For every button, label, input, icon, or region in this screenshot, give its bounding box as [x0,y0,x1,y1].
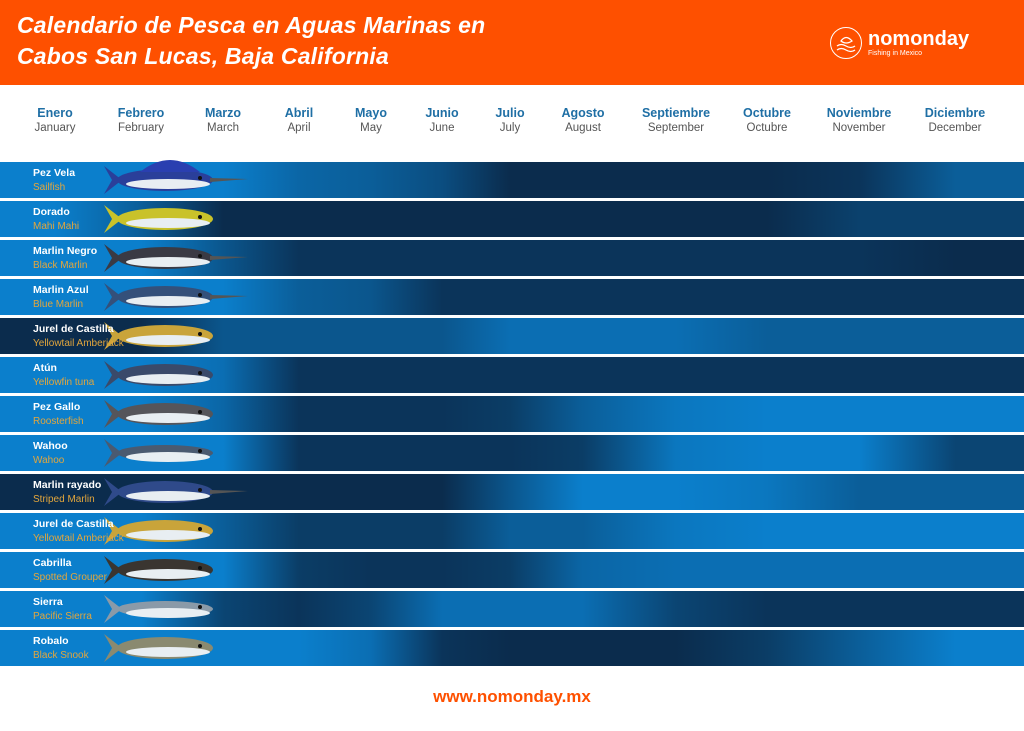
logo: nomonday Fishing in Mexico [830,27,969,59]
month-name-en: March [207,122,239,134]
species-name-en: Blue Marlin [33,299,84,310]
month-name-en: January [34,122,76,134]
species-row: Pez Vela Sailfish [0,160,1024,198]
species-name-en: Wahoo [33,455,65,466]
species-name-en: Sailfish [33,182,66,193]
species-name-es: Pez Gallo [33,401,81,413]
month-july: Julio July [495,106,524,136]
species-row: Marlin Negro Black Marlin [0,240,1024,276]
species-row: Jurel de Castilla Yellowtail Amberjack [0,513,1024,549]
species-name-es: Sierra [33,596,63,608]
month-name-en: June [429,122,455,134]
species-row: Sierra Pacific Sierra [0,591,1024,627]
species-name-en: Yellowtail Amberjack [33,338,124,349]
month-november: Noviembre November [827,106,892,136]
species-name-es: Cabrilla [33,557,72,569]
marlin-fish-icon [104,478,248,506]
month-december: Diciembre December [925,106,985,136]
tuna-fish-icon [104,361,213,389]
marlin-fish-icon [104,244,248,272]
grouper-fish-icon [104,556,213,584]
month-name-es: Mayo [355,106,387,120]
month-january: Enero January [35,106,76,136]
page-title: Calendario de Pesca en Aguas Marinas en … [17,10,485,72]
month-name-en: Octubre [746,122,788,134]
sierra-fish-icon [104,595,213,623]
yellowtail-fish-icon [104,517,213,545]
yellowtail-fish-icon [104,322,213,350]
month-may: Mayo May [355,106,387,136]
header-banner: Calendario de Pesca en Aguas Marinas en … [0,0,1024,85]
month-name-en: May [360,122,382,134]
species-name-en: Mahi Mahi [33,221,80,232]
fish-wave-logo-icon [830,27,862,59]
month-name-en: July [499,122,521,134]
month-name-es: Julio [495,106,525,120]
mahi-fish-icon [104,205,213,233]
month-name-en: September [647,122,705,134]
month-february: Febrero February [118,106,165,136]
species-name-en: Black Snook [33,650,89,661]
month-header-row: Enero January Febrero February Marzo March Abr… [0,106,1024,146]
species-name-es: Wahoo [33,440,68,452]
species-name-es: Jurel de Castilla [33,323,114,335]
species-name-en: Yellowfin tuna [33,377,95,388]
species-name-en: Black Marlin [33,260,88,271]
species-name-es: Marlin Azul [33,284,89,296]
month-name-es: Septiembre [641,106,711,120]
species-row: Jurel de Castilla Yellowtail Amberjack [0,318,1024,354]
wahoo-fish-icon [104,439,213,467]
species-name-en: Yellowtail Amberjack [33,533,124,544]
month-name-es: Abril [284,106,314,120]
title-line-1: Calendario de Pesca en Aguas Marinas en [17,12,486,38]
title-line-2: Cabos San Lucas, Baja California [17,43,389,69]
species-name-es: Robalo [33,635,69,647]
month-name-es: Marzo [204,106,242,120]
month-name-en: February [117,122,165,134]
marlin-fish-icon [104,283,248,311]
species-row: Atún Yellowfin tuna [0,357,1024,393]
species-name-es: Marlin Negro [33,245,98,257]
month-name-es: Enero [37,106,73,120]
month-august: Agosto August [561,106,604,136]
month-april: Abril April [285,106,313,136]
species-row: Pez Gallo Roosterfish [0,396,1024,432]
species-row: Cabrilla Spotted Grouper [0,552,1024,588]
month-name-en: August [565,122,601,134]
roosterfish-fish-icon [104,400,213,428]
species-name-es: Marlin rayado [33,479,102,491]
month-name-es: Junio [425,106,459,120]
logo-name: nomonday [868,28,970,50]
month-name-es: Agosto [561,106,605,120]
species-name-es: Dorado [33,206,70,218]
month-june: Junio June [425,106,458,136]
footer-url[interactable]: www.nomonday.mx [433,687,591,706]
species-name-en: Striped Marlin [33,494,95,505]
species-row: Dorado Mahi Mahi [0,201,1024,237]
species-name-en: Spotted Grouper [33,572,107,583]
month-march: Marzo March [205,106,241,136]
sailfish-fish-icon [104,160,248,194]
month-name-es: Diciembre [924,106,986,120]
month-september: Septiembre September [642,106,710,136]
species-name-es: Atún [33,362,57,374]
species-row: Marlin Azul Blue Marlin [0,279,1024,315]
month-name-es: Febrero [117,106,165,120]
species-row: Wahoo Wahoo [0,435,1024,471]
logo-tagline: Fishing in Mexico [868,50,923,57]
snook-fish-icon [104,634,213,662]
month-octubre: Octubre Octubre [743,106,791,136]
month-name-en: April [287,122,311,134]
month-name-en: December [928,122,982,134]
species-name-en: Roosterfish [33,416,84,427]
species-row: Marlin rayado Striped Marlin [0,474,1024,510]
species-name-es: Jurel de Castilla [33,518,114,530]
month-name-es: Octubre [743,106,791,120]
month-name-en: November [832,122,886,134]
species-name-en: Pacific Sierra [33,611,92,622]
month-name-es: Noviembre [826,106,892,120]
species-row: Robalo Black Snook [0,630,1024,666]
species-name-es: Pez Vela [33,167,76,179]
